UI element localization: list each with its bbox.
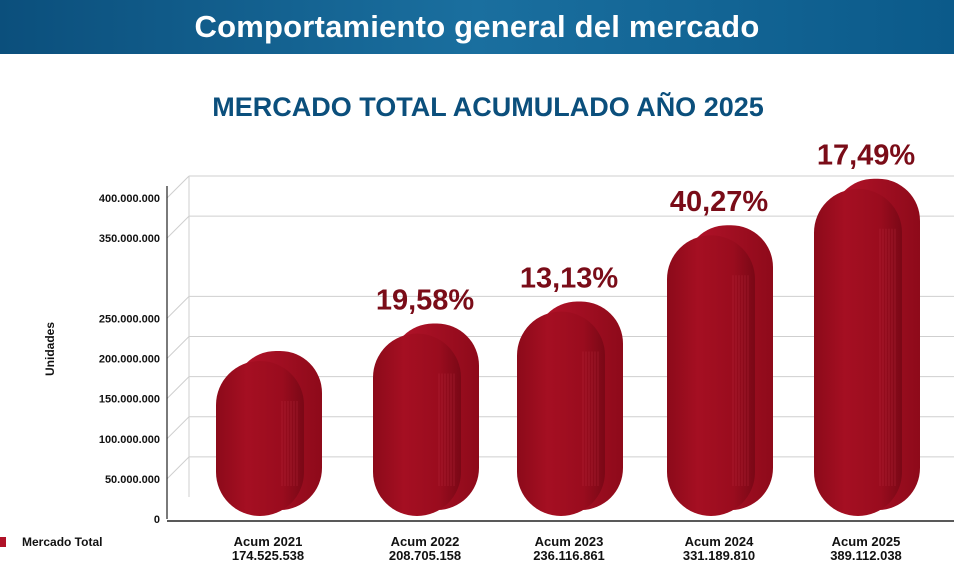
legend-label: Mercado Total	[22, 535, 103, 549]
gridline-diagonal	[166, 336, 190, 359]
value-label: 208.705.158	[389, 548, 461, 563]
y-tick-label: 150.000.000	[99, 394, 160, 406]
bar	[517, 301, 623, 516]
x-tick-label: Acum 2023	[535, 534, 604, 549]
y-tick-label: 250.000.000	[99, 313, 160, 325]
gridline-diagonal	[166, 376, 190, 399]
bar	[373, 323, 479, 516]
gridline-diagonal	[166, 296, 190, 319]
value-label: 331.189.810	[683, 548, 755, 563]
growth-label: 40,27%	[670, 186, 769, 218]
gridline-diagonal	[166, 416, 190, 440]
header-banner: Comportamiento general del mercado	[0, 0, 954, 54]
y-axis-title: Unidades	[43, 322, 57, 376]
gridline-diagonal	[166, 456, 190, 480]
gridline-diagonal	[166, 215, 190, 239]
x-tick-label: Acum 2025	[832, 534, 901, 549]
x-tick-label: Acum 2024	[685, 534, 754, 549]
page-title: Comportamiento general del mercado	[194, 9, 760, 44]
chart-title: MERCADO TOTAL ACUMULADO AÑO 2025	[212, 92, 764, 122]
bar	[667, 225, 773, 516]
y-tick-label: 400.000.000	[99, 193, 160, 205]
value-label: 174.525.538	[232, 548, 304, 563]
value-label: 389.112.038	[830, 548, 902, 563]
y-tick-label: 350.000.000	[99, 233, 160, 245]
y-tick-label: 200.000.000	[99, 354, 160, 366]
y-tick-label: 0	[154, 514, 160, 526]
bar	[216, 350, 322, 516]
x-tick-label: Acum 2022	[391, 534, 460, 549]
bar	[814, 178, 920, 516]
growth-label: 13,13%	[520, 263, 619, 295]
gridline-diagonal	[166, 175, 190, 199]
y-tick-label: 50.000.000	[105, 474, 160, 486]
growth-label: 19,58%	[376, 285, 475, 317]
value-label: 236.116.861	[533, 548, 605, 563]
legend-swatch	[0, 537, 6, 547]
y-tick-label: 100.000.000	[99, 434, 160, 446]
legend: Mercado Total	[0, 535, 102, 549]
x-tick-label: Acum 2021	[234, 534, 303, 549]
growth-label: 17,49%	[817, 140, 916, 172]
